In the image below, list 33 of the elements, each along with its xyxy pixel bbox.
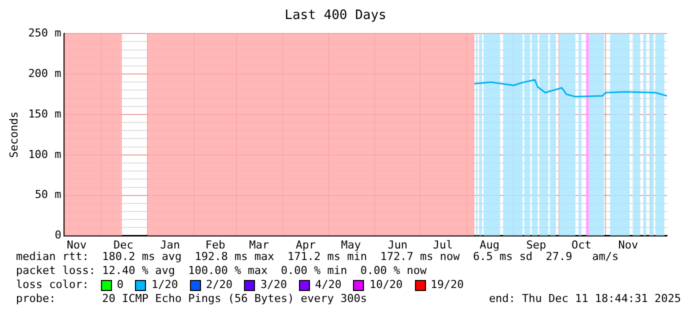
y-axis-title: Seconds (7, 112, 20, 158)
x-tick-label: Aug (480, 238, 500, 252)
y-tick-label: 150 m (28, 107, 62, 120)
x-tick-label: Dec (113, 238, 134, 252)
text: end: Thu Dec 11 18:44:31 2025 (488, 292, 681, 306)
legend-label: 19/20 (430, 278, 464, 292)
text: probe: 20 ICMP Echo Pings (56 Bytes) every 300s (16, 292, 367, 306)
y-tick-label: 0 (54, 228, 62, 242)
x-tick-label: Jun (388, 238, 408, 252)
x-tick-label: Sep (526, 238, 546, 252)
legend-title: loss color: (16, 278, 89, 292)
x-tick-label: Feb (205, 238, 226, 252)
x-tick-label: Nov (66, 238, 88, 252)
y-tick-label: 250 m (28, 26, 62, 40)
legend-label: 4/20 (314, 278, 342, 292)
x-tick-label: Mar (249, 238, 270, 252)
x-tick-label: Jan (160, 238, 180, 252)
x-tick-label: May (340, 238, 362, 252)
x-tick-label: Oct (572, 238, 592, 252)
legend-label: 10/20 (369, 278, 403, 292)
y-tick-label: 50 m (34, 188, 62, 202)
legend-label: 0 (116, 278, 124, 292)
text: packet loss: 12.40 % avg 100.00 % max 0.00 % min 0.00 % now (16, 264, 428, 278)
x-tick-label: Apr (296, 238, 316, 252)
y-tick-label: 100 m (28, 148, 62, 161)
legend-label: 1/20 (151, 278, 178, 292)
legend-label: 2/20 (206, 278, 232, 292)
text: median rtt: 180.2 ms avg 192.8 ms max 171.2 ms min 172.7 ms now 6.5 ms sd 27.9 am/s (16, 250, 620, 264)
legend-label: 3/20 (260, 278, 287, 292)
x-tick-label: Jul (432, 238, 453, 252)
chart-title: Last 400 Days (284, 8, 386, 24)
y-tick-label: 200 m (28, 66, 62, 80)
x-tick-label: Nov (618, 238, 638, 252)
